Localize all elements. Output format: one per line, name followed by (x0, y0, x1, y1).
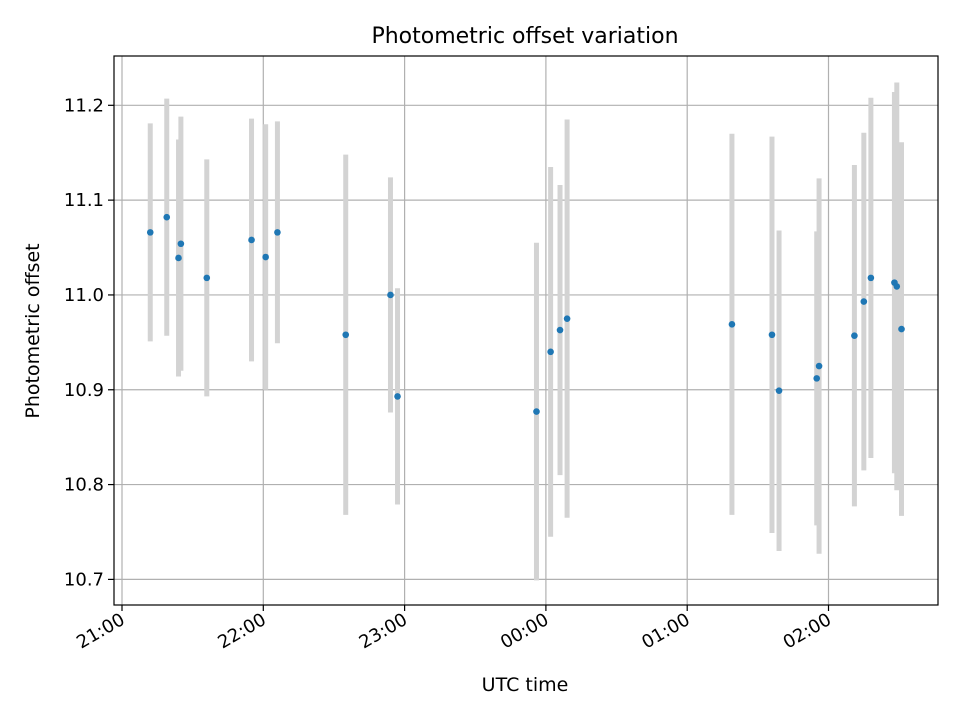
data-point (728, 321, 736, 328)
y-tick-label: 10.8 (64, 475, 104, 496)
data-point (867, 274, 875, 282)
data-point (768, 331, 776, 339)
y-tick-label: 11.0 (64, 285, 104, 306)
x-tick-label: 00:00 (497, 609, 552, 653)
data-point (563, 315, 571, 322)
x-tick-label: 23:00 (356, 609, 411, 653)
data-point (177, 240, 185, 248)
y-tick-label: 10.7 (64, 569, 104, 590)
data-point (851, 332, 858, 340)
data-point (163, 213, 171, 221)
data-point (898, 325, 905, 333)
data-point (394, 393, 401, 400)
data-point (813, 375, 821, 382)
data-point (815, 362, 823, 370)
data-point (262, 253, 269, 261)
data-point (175, 254, 182, 262)
x-tick-label: 02:00 (780, 609, 835, 653)
data-point (556, 326, 564, 334)
y-tick-label: 10.9 (64, 380, 104, 401)
plot-frame (113, 55, 939, 606)
data-point (342, 331, 350, 339)
data-point (203, 274, 211, 282)
x-tick-label: 21:00 (73, 609, 128, 653)
data-points (146, 213, 905, 415)
x-axis-label: UTC time (482, 674, 569, 696)
data-point (387, 291, 394, 299)
y-tick-label: 11.2 (64, 95, 104, 116)
data-point (775, 387, 783, 395)
data-point (547, 348, 554, 356)
x-tick-label: 01:00 (638, 609, 693, 653)
y-tick-label: 11.1 (64, 190, 104, 211)
data-point (248, 236, 255, 244)
data-point (893, 283, 901, 290)
chart-title: Photometric offset variation (371, 24, 678, 49)
data-point (860, 298, 868, 305)
data-point (146, 229, 154, 236)
x-tick-label: 22:00 (214, 609, 269, 653)
data-point (533, 408, 540, 415)
data-point (274, 229, 281, 236)
y-axis-ticks: 10.7 10.8 10.9 11.0 11.1 11.2 (64, 95, 114, 590)
y-axis-label: Photometric offset (22, 243, 44, 418)
x-axis-ticks: 21:00 22:00 23:00 00:00 01:00 02:00 (73, 605, 835, 653)
